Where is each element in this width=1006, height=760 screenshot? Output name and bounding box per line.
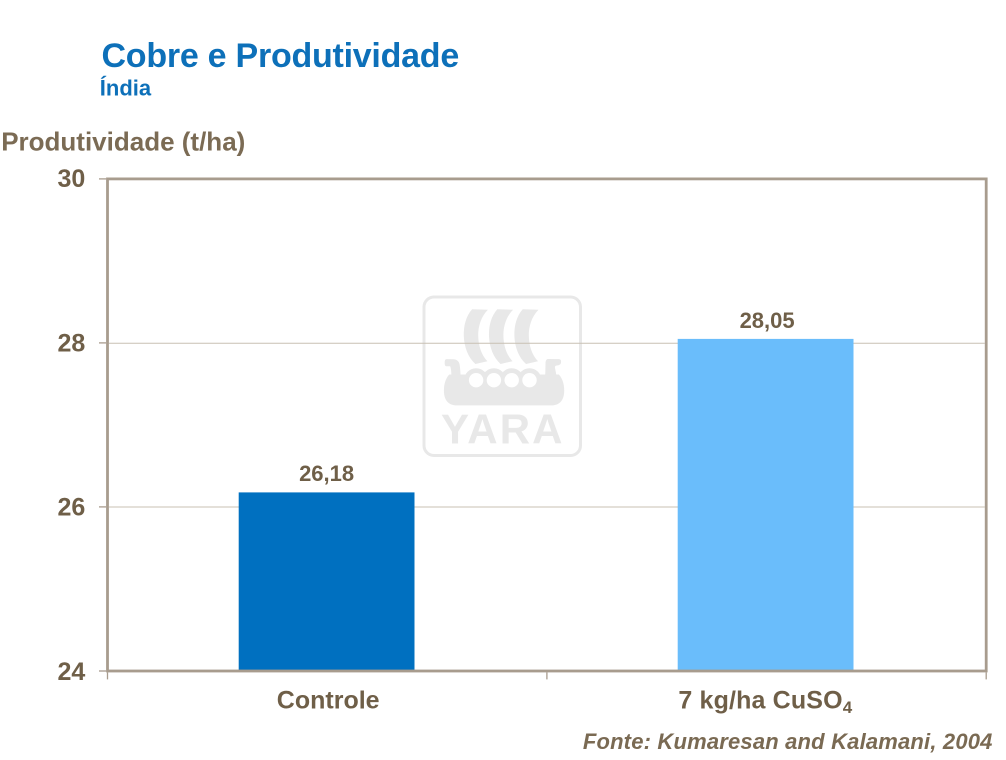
svg-text:26: 26	[57, 494, 85, 522]
svg-text:7 kg/ha CuSO4: 7 kg/ha CuSO4	[678, 687, 852, 718]
svg-text:28,05: 28,05	[740, 308, 795, 333]
svg-text:26,18: 26,18	[299, 461, 354, 486]
svg-text:Fonte: Kumaresan and Kalamani,: Fonte: Kumaresan and Kalamani, 2004	[583, 729, 993, 754]
svg-text:30: 30	[57, 165, 85, 193]
svg-text:YARA: YARA	[441, 406, 565, 453]
svg-text:Cobre e Produtividade: Cobre e Produtividade	[102, 37, 459, 75]
svg-text:28: 28	[57, 330, 85, 358]
svg-text:Produtividade (t/ha): Produtividade (t/ha)	[1, 127, 245, 157]
svg-text:Controle: Controle	[277, 687, 380, 715]
svg-text:Índia: Índia	[100, 76, 152, 101]
svg-text:24: 24	[57, 658, 85, 686]
